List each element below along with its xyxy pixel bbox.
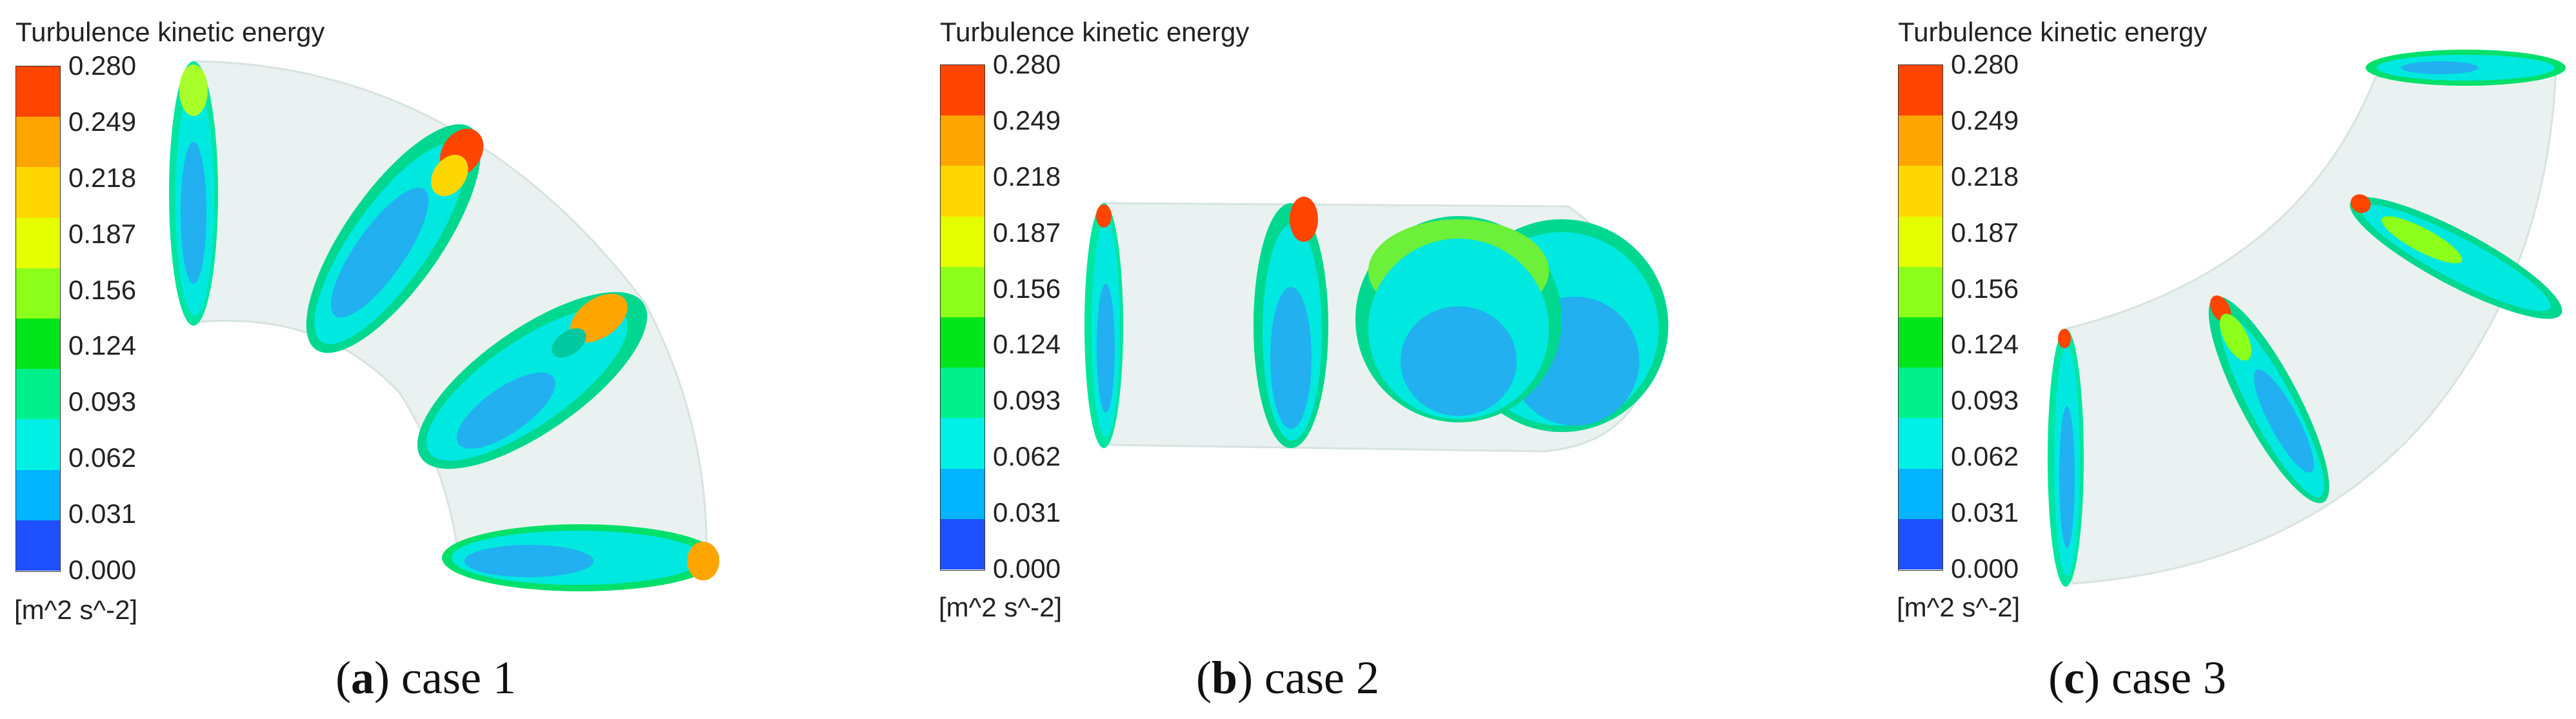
- colorbar: [940, 64, 985, 571]
- pipe-surface: [2064, 63, 2557, 585]
- colorbar-segment: [941, 518, 984, 569]
- caption-a: (a) case 1: [335, 652, 516, 704]
- colorbar: [15, 66, 61, 572]
- colorbar-tick-label: 0.249: [68, 106, 137, 137]
- colorbar-tick-label: 0.093: [1951, 385, 2019, 416]
- legend-title: Turbulence kinetic energy: [940, 17, 1250, 47]
- colorbar-segment: [941, 216, 984, 267]
- cross-section-3: [417, 291, 648, 469]
- caption-b: (b) case 2: [1196, 652, 1379, 704]
- colorbar-segment: [16, 268, 60, 319]
- pipe-surface: [192, 60, 708, 562]
- colorbar-segment: [1899, 317, 1942, 368]
- colorbar-segment: [941, 115, 984, 166]
- colorbar-segment: [1899, 266, 1942, 317]
- cross-section-4: [442, 524, 719, 591]
- colorbar-tick-label: 0.062: [68, 442, 137, 473]
- colorbar-tick-label: 0.280: [1951, 49, 2019, 79]
- cross-section-1: [2048, 329, 2084, 587]
- colorbar-tick-label: 0.156: [1951, 273, 2019, 304]
- colorbar-tick-label: 0.249: [993, 104, 1061, 135]
- panel-c: Turbulence kinetic energy 0.280 0.249 0.21…: [1717, 0, 2576, 719]
- colorbar-segment: [1899, 166, 1942, 217]
- colorbar-segment: [16, 117, 60, 168]
- colorbar-tick-label: 0.218: [1951, 161, 2019, 192]
- cross-section-2: [2208, 295, 2330, 504]
- legend-title: Turbulence kinetic energy: [15, 17, 325, 47]
- colorbar-segment: [16, 66, 60, 117]
- colorbar-segment: [1899, 65, 1942, 116]
- colorbar-segment: [941, 65, 984, 116]
- colorbar-tick-label: 0.124: [993, 329, 1061, 360]
- colorbar-tick-label: 0.280: [993, 49, 1061, 79]
- cross-section-2: [306, 124, 484, 353]
- colorbar-segment: [16, 217, 60, 268]
- cross-section-1: [169, 61, 218, 326]
- legend-title: Turbulence kinetic energy: [1898, 17, 2208, 47]
- legend-unit: [m^2 s^-2]: [1897, 592, 2021, 622]
- panel-a: Turbulence kinetic energy 0.280 0.249 0.21…: [0, 0, 859, 719]
- colorbar-segment: [16, 318, 60, 369]
- colorbar-tick-label: 0.156: [68, 274, 137, 305]
- colorbar-tick-label: 0.187: [1951, 217, 2019, 248]
- colorbar-segment: [16, 369, 60, 420]
- colorbar-segment: [941, 468, 984, 519]
- cross-section-3: [2350, 194, 2562, 319]
- pipe-bend-figure: [2048, 50, 2566, 587]
- colorbar-tick-label: 0.031: [68, 498, 137, 529]
- caption-c: (c) case 3: [2048, 652, 2226, 704]
- cross-section-4: [2366, 50, 2566, 86]
- colorbar-segment: [1899, 468, 1942, 519]
- cross-section-2: [1253, 197, 1328, 448]
- colorbar-tick-label: 0.124: [68, 330, 137, 361]
- colorbar-tick-label: 0.000: [68, 555, 137, 585]
- colorbar-tick-label: 0.124: [1951, 329, 2019, 360]
- colorbar-segment: [16, 469, 60, 520]
- colorbar-tick-label: 0.187: [68, 218, 137, 249]
- colorbar-tick-label: 0.000: [993, 553, 1061, 584]
- legend-unit: [m^2 s^-2]: [14, 595, 138, 625]
- colorbar-tick-label: 0.249: [1951, 104, 2019, 135]
- colorbar-segment: [941, 317, 984, 368]
- pipe-bend-figure: [1084, 197, 1668, 453]
- colorbar-tick-label: 0.218: [68, 162, 137, 193]
- colorbar-segment: [1899, 115, 1942, 166]
- colorbar-segment: [16, 520, 60, 571]
- colorbar-tick-label: 0.031: [1951, 497, 2019, 528]
- legend-unit: [m^2 s^-2]: [939, 592, 1063, 622]
- panel-b: Turbulence kinetic energy 0.280 0.249 0.21…: [859, 0, 1717, 719]
- colorbar-segment: [941, 368, 984, 419]
- colorbar-tick-label: 0.093: [68, 386, 137, 417]
- colorbar-tick-label: 0.031: [993, 497, 1061, 528]
- colorbar: [1898, 64, 1943, 571]
- colorbar-segment: [16, 167, 60, 218]
- colorbar-tick-label: 0.280: [68, 50, 137, 81]
- colorbar-segment: [1899, 518, 1942, 569]
- colorbar-segment: [16, 419, 60, 470]
- cross-section-3: [1355, 216, 1562, 422]
- colorbar-tick-label: 0.093: [993, 385, 1061, 416]
- colorbar-tick-label: 0.156: [993, 273, 1061, 304]
- colorbar-segment: [941, 418, 984, 469]
- colorbar-segment: [941, 266, 984, 317]
- pipe-bend-figure: [169, 60, 719, 591]
- cross-section-1: [1084, 203, 1123, 448]
- colorbar-segment: [1899, 418, 1942, 469]
- colorbar-segment: [941, 166, 984, 217]
- colorbar-tick-label: 0.062: [993, 441, 1061, 472]
- colorbar-tick-label: 0.218: [993, 161, 1061, 192]
- colorbar-tick-label: 0.062: [1951, 441, 2019, 472]
- colorbar-segment: [1899, 368, 1942, 419]
- colorbar-tick-label: 0.187: [993, 217, 1061, 248]
- colorbar-segment: [1899, 216, 1942, 267]
- colorbar-tick-label: 0.000: [1951, 553, 2019, 584]
